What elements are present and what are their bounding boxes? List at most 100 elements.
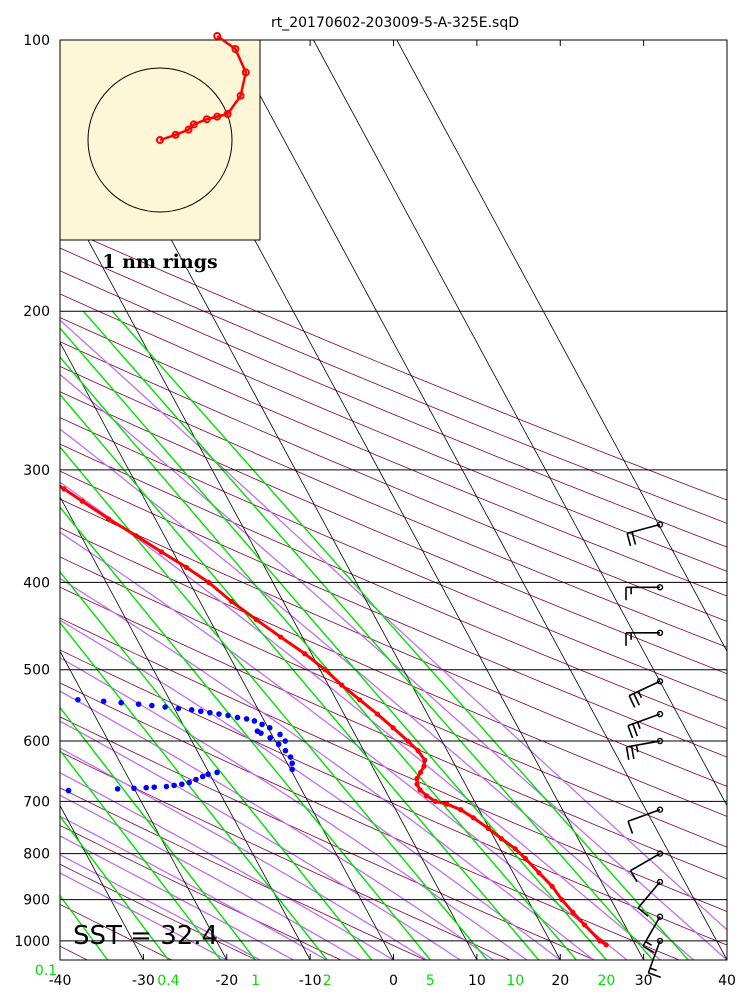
temperature-point <box>79 498 85 504</box>
wind-barb-shaft <box>627 808 661 823</box>
temperature-profile <box>60 484 609 948</box>
temperature-point <box>278 634 284 640</box>
temperature-point <box>458 807 464 813</box>
moist-adiabat-line <box>60 771 394 960</box>
dry-adiabat-line <box>60 293 727 572</box>
moist-adiabats <box>60 319 727 960</box>
mixing-ratio-lines <box>60 310 689 960</box>
isotherm-line <box>229 40 727 960</box>
wind-barb-flag <box>630 745 635 760</box>
dewpoint-point <box>149 702 155 709</box>
mixing-ratio-line <box>60 445 488 960</box>
mixing-ratio-line <box>60 706 257 960</box>
temperature-point <box>322 667 328 673</box>
wind-barb-station <box>656 806 664 813</box>
mixing-ratio-line <box>60 815 169 960</box>
moist-adiabat-line <box>60 373 727 960</box>
temperature-tick-label: 40 <box>718 973 736 989</box>
dewpoint-point <box>151 784 158 790</box>
dewpoint-point <box>179 781 185 788</box>
dewpoint-point <box>289 760 296 767</box>
dry-adiabat-line <box>60 341 727 622</box>
dry-adiabat-line <box>60 556 727 848</box>
wind-barb-half-flag <box>637 690 643 699</box>
dry-adiabat-line <box>60 270 727 548</box>
dewpoint-point <box>254 728 261 734</box>
hodograph-point <box>241 68 250 77</box>
dry-adiabat-line <box>60 225 727 501</box>
dewpoint-point <box>197 708 204 715</box>
mixing-ratio-line <box>60 749 222 960</box>
chart-title: rt_20170602-203009-5-A-325E.sqD <box>271 15 519 31</box>
temperature-point <box>158 549 165 555</box>
temperature-point <box>61 486 67 492</box>
moist-adiabat-line <box>60 531 628 960</box>
temperature-point <box>522 855 529 862</box>
pressure-tick-labels: 100 200 300 400 500 600 700 800 900 1000 <box>14 33 50 950</box>
dewpoint-point <box>175 705 182 712</box>
pressure-tick-label: 1000 <box>14 934 50 950</box>
temperature-point <box>536 870 542 876</box>
dewpoint-point <box>100 698 107 705</box>
dewpoint-point <box>131 785 137 792</box>
dry-adiabat-line <box>60 586 727 880</box>
wind-barb-station <box>656 710 664 718</box>
temperature-point <box>357 697 363 703</box>
temperature-point <box>570 909 576 916</box>
mixing-ratio-tick-label: 20 <box>598 973 616 989</box>
moist-adiabat-line <box>60 872 228 960</box>
isotherm-line <box>60 496 311 960</box>
temperature-tick-label: 20 <box>551 973 569 989</box>
isotherm-line <box>396 40 727 653</box>
moist-adiabat-line <box>60 794 361 960</box>
wind-barb-station <box>656 937 664 945</box>
wind-barbs <box>625 521 664 979</box>
wind-barb-flag <box>627 725 634 739</box>
dry-adiabat-line <box>60 366 727 648</box>
dewpoint-point <box>114 786 121 792</box>
wind-barb <box>642 913 664 954</box>
mixing-ratio-tick-label: 1 <box>251 973 260 989</box>
pressure-tick-label: 200 <box>23 304 50 320</box>
moist-adiabat-line <box>60 690 494 960</box>
moist-adiabat-line <box>60 619 561 960</box>
temperature-point <box>582 922 588 928</box>
dewpoint-point <box>188 707 195 713</box>
wind-barb-shaft <box>642 916 661 947</box>
mixing-ratio-line <box>60 327 607 960</box>
wind-barb-flag <box>631 531 637 545</box>
wind-barb <box>625 737 664 760</box>
temperature-point <box>253 617 259 623</box>
temperature-point <box>559 897 565 903</box>
temperature-point <box>105 516 112 522</box>
dry-adiabat-line <box>60 716 595 960</box>
dewpoint-point <box>75 697 81 703</box>
temperature-point <box>423 793 430 799</box>
mixing-ratio-tick-label: 5 <box>426 973 435 989</box>
dewpoint-point <box>207 709 213 716</box>
temperature-tick-label: -40 <box>49 973 72 989</box>
temperature-point <box>444 801 450 807</box>
temperature-point <box>133 533 139 539</box>
isobars <box>60 40 727 942</box>
wind-barb <box>627 806 664 834</box>
hodograph-point <box>236 91 245 100</box>
temperature-point <box>417 787 423 793</box>
dewpoint-point <box>266 724 273 731</box>
moist-adiabat-line <box>60 428 695 960</box>
isotherm-line <box>60 341 394 960</box>
dewpoint-point <box>186 779 193 786</box>
dry-adiabat-line <box>60 317 727 597</box>
temperature-point <box>417 769 424 775</box>
hodograph-caption: 1 nm rings <box>102 251 217 273</box>
dewpoint-point <box>163 783 170 790</box>
moist-adiabat-line <box>60 319 727 931</box>
wind-barb-flag <box>632 723 639 737</box>
pressure-tick-label: 100 <box>23 33 50 49</box>
pressure-tick-label: 300 <box>23 463 50 479</box>
wind-barb <box>627 710 664 739</box>
temperature-point <box>597 938 603 944</box>
temperature-tick-label: -20 <box>215 973 238 989</box>
dewpoint-point <box>118 699 124 706</box>
wind-barb-station <box>656 878 664 886</box>
